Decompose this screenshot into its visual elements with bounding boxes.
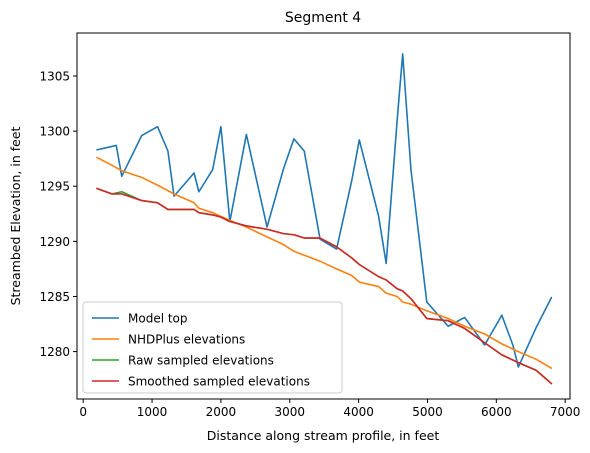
legend: Model top NHDPlus elevations Raw sampled e…: [82, 301, 343, 394]
x-tick-label: 7000: [550, 405, 581, 419]
x-tick-label: 6000: [481, 405, 512, 419]
y-axis-label: Streambed Elevation, in feet: [8, 126, 23, 305]
legend-label-model-top: Model top: [128, 312, 188, 326]
y-tick-label: 1300: [39, 125, 70, 139]
x-tick-label: 1000: [137, 405, 168, 419]
x-tick-label: 2000: [206, 405, 237, 419]
legend-label-raw-sampled-elevations: Raw sampled elevations: [128, 354, 274, 368]
y-tick-label: 1280: [39, 345, 70, 359]
x-axis-label: Distance along stream profile, in feet: [207, 428, 440, 443]
axis-ticks: 0 1000 2000 3000 4000 5000 6000 7000 1280 1285 129…: [39, 69, 580, 419]
y-tick-label: 1290: [39, 235, 70, 249]
legend-box: [82, 301, 343, 394]
series-line-smoothed-sampled-elevations: [96, 187, 553, 385]
plot-frame: [76, 32, 571, 400]
x-tick-label: 0: [79, 405, 87, 419]
y-tick-label: 1285: [39, 290, 70, 304]
y-tick-label: 1305: [39, 69, 70, 83]
series-layer: [96, 53, 553, 385]
series-line-model-top: [96, 53, 553, 368]
legend-label-nhdplus-elevations: NHDPlus elevations: [128, 333, 245, 347]
chart-title: Segment 4: [285, 10, 361, 26]
series-line-nhdplus-elevations: [96, 156, 553, 369]
x-tick-label: 4000: [343, 405, 374, 419]
y-tick-label: 1295: [39, 180, 70, 194]
legend-label-smoothed-sampled-elevations: Smoothed sampled elevations: [128, 375, 310, 389]
x-tick-label: 3000: [274, 405, 305, 419]
x-tick-label: 5000: [412, 405, 443, 419]
